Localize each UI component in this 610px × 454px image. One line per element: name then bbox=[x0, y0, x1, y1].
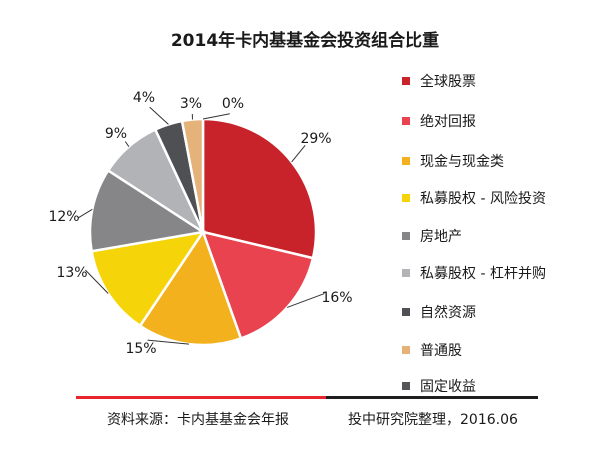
footer-rule-black bbox=[326, 396, 538, 399]
legend-item-pe-venture: 私募股权 - 风险投资 bbox=[402, 187, 546, 209]
pie-slice bbox=[90, 230, 206, 328]
legend-label: 自然资源 bbox=[420, 305, 476, 321]
leader-line bbox=[85, 269, 109, 294]
slice-value-label: 16% bbox=[321, 290, 352, 306]
legend-item-global-equity: 全球股票 bbox=[402, 70, 476, 92]
legend-item-fixed-income: 固定收益 bbox=[402, 375, 476, 397]
legend-label: 私募股权 - 杠杆并购 bbox=[420, 266, 546, 282]
legend-label: 固定收益 bbox=[420, 379, 476, 395]
legend-label: 全球股票 bbox=[420, 74, 476, 90]
legend-swatch bbox=[402, 232, 410, 240]
legend-item-pe-buyout: 私募股权 - 杠杆并购 bbox=[402, 262, 546, 284]
legend-swatch bbox=[402, 77, 410, 85]
credit-note: 投中研究院整理，2016.06 bbox=[348, 412, 518, 428]
pie-slice bbox=[180, 117, 205, 233]
legend-swatch bbox=[402, 269, 410, 277]
legend-label: 房地产 bbox=[420, 229, 462, 245]
legend-item-real-estate: 房地产 bbox=[402, 225, 462, 247]
pie-slice bbox=[201, 230, 315, 341]
legend-swatch bbox=[402, 194, 410, 202]
leader-line bbox=[291, 145, 306, 163]
legend-swatch bbox=[402, 382, 410, 390]
legend-swatch bbox=[402, 117, 410, 125]
legend-item-cash: 现金与现金类 bbox=[402, 150, 504, 172]
legend-swatch bbox=[402, 346, 410, 354]
legend-label: 普通股 bbox=[420, 343, 462, 359]
leader-line bbox=[147, 339, 190, 345]
leader-line bbox=[286, 293, 325, 308]
slice-value-label: 12% bbox=[48, 209, 79, 225]
legend-swatch bbox=[402, 157, 410, 165]
slice-value-label: 3% bbox=[180, 96, 202, 112]
leader-line bbox=[202, 113, 230, 120]
leader-line bbox=[77, 208, 93, 219]
slice-value-label: 15% bbox=[125, 341, 156, 357]
footer-rule-red bbox=[76, 396, 326, 399]
legend-item-absolute-return: 绝对回报 bbox=[402, 110, 476, 132]
slice-value-label: 0% bbox=[222, 96, 244, 112]
leader-line bbox=[124, 141, 130, 147]
pie-chart: 29% 16% 15% 13% 12% 9% 4% 3% 0% bbox=[48, 90, 352, 357]
pie-slice bbox=[88, 168, 207, 253]
legend-label: 现金与现金类 bbox=[420, 154, 504, 170]
slice-value-label: 9% bbox=[105, 126, 127, 142]
slice-value-label: 13% bbox=[56, 265, 87, 281]
source-note: 资料来源：卡内基基金会年报 bbox=[107, 412, 289, 428]
chart-title: 2014年卡内基基金会投资组合比重 bbox=[170, 31, 440, 51]
slice-value-label: 4% bbox=[133, 90, 155, 106]
legend-label: 绝对回报 bbox=[420, 114, 476, 130]
legend-item-common-stock: 普通股 bbox=[402, 339, 462, 361]
legend-swatch bbox=[402, 308, 410, 316]
legend-label: 私募股权 - 风险投资 bbox=[420, 191, 546, 207]
leader-line bbox=[149, 106, 169, 125]
legend-item-natural-resources: 自然资源 bbox=[402, 301, 476, 323]
slice-value-label: 29% bbox=[300, 131, 331, 147]
